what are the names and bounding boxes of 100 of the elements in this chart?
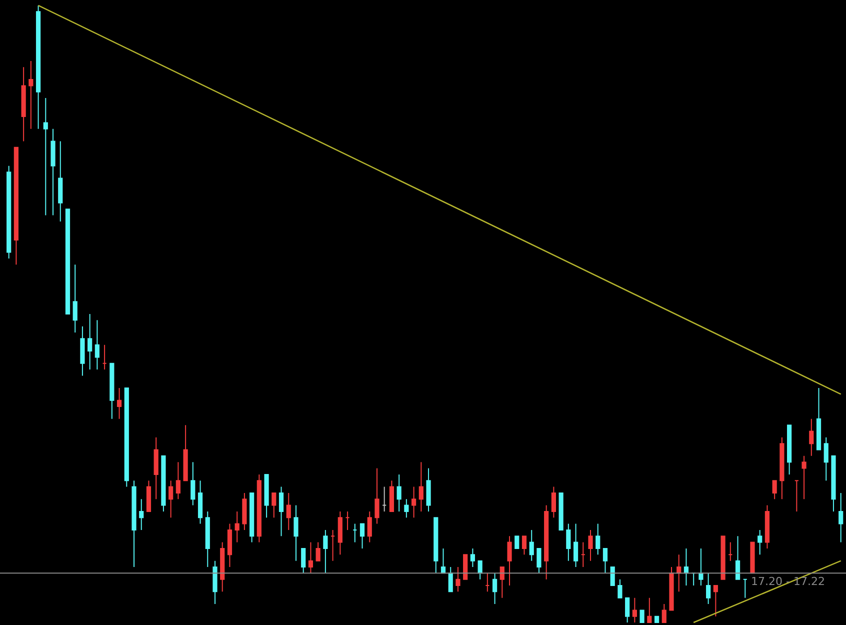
- candlestick: [647, 597, 652, 624]
- candlestick: [551, 486, 556, 518]
- candlestick: [352, 523, 358, 543]
- candlestick: [316, 542, 320, 562]
- candlestick: [780, 436, 784, 500]
- candlestick: [544, 504, 549, 580]
- candlestick: [183, 424, 188, 482]
- candlestick: [588, 529, 593, 562]
- candlestick: [161, 455, 166, 512]
- candlestick: [168, 480, 174, 518]
- candlestick: [374, 468, 380, 524]
- candlestick: [713, 585, 718, 617]
- candlestick: [382, 486, 387, 512]
- candlestick: [301, 548, 306, 574]
- candlestick: [124, 388, 129, 488]
- candlestick: [176, 462, 180, 500]
- candlestick: [787, 424, 792, 475]
- candlestick: [65, 208, 70, 314]
- candlestick: [139, 498, 144, 530]
- candlestick: [345, 510, 350, 530]
- candlestick: [6, 165, 12, 259]
- candlestick: [809, 418, 814, 456]
- candlestick: [272, 492, 276, 518]
- candlestick: [234, 510, 240, 543]
- candlestick: [662, 604, 666, 624]
- candlestick: [50, 128, 56, 216]
- candlestick: [764, 504, 770, 549]
- candlestick: [242, 492, 247, 530]
- candlestick: [750, 542, 755, 574]
- candlestick: [735, 536, 740, 580]
- candlestick: [522, 536, 527, 556]
- candlestick: [507, 536, 512, 586]
- candlestick: [88, 314, 92, 370]
- candlestick: [824, 436, 828, 482]
- candlestick: [28, 60, 34, 130]
- candlestick: [463, 554, 468, 580]
- candlestick: [404, 498, 409, 518]
- candlestick: [478, 560, 482, 580]
- candlestick: [146, 480, 152, 512]
- candlestick: [250, 492, 254, 543]
- candlestick: [684, 548, 689, 586]
- candlestick: [514, 536, 520, 549]
- candlestick: [367, 510, 372, 543]
- candlestick: [492, 572, 498, 605]
- candlestick: [758, 529, 762, 556]
- candlestick: [338, 510, 342, 556]
- candlestick: [21, 66, 26, 142]
- candlestick: [330, 529, 336, 562]
- candlestick: [485, 572, 490, 592]
- candlestick: [440, 548, 446, 574]
- candlestick: [286, 492, 291, 530]
- candlestick: [742, 578, 748, 598]
- candlestick: [205, 510, 210, 568]
- candlestick: [72, 264, 78, 334]
- candlestick: [566, 523, 571, 562]
- candlestick: [434, 517, 438, 574]
- candlestick: [669, 566, 674, 611]
- candlestick: [632, 597, 637, 624]
- candlestick: [190, 462, 196, 506]
- candlestick: [500, 566, 504, 598]
- candlestick: [654, 616, 660, 624]
- candlestick: [573, 523, 578, 568]
- candlestick: [278, 486, 284, 537]
- candlestick: [212, 560, 218, 605]
- candlestick: [720, 536, 726, 580]
- candlestick: [418, 462, 424, 512]
- candlestick: [536, 548, 542, 574]
- candlestick: [198, 480, 203, 524]
- candlestick: [256, 474, 262, 543]
- candlestick: [640, 610, 644, 624]
- candlestick: [838, 492, 844, 543]
- candlestick: [816, 388, 822, 450]
- candlestick: [411, 486, 416, 518]
- candlestick: [220, 542, 225, 592]
- candlestick: [706, 572, 711, 605]
- candlestick: [43, 98, 48, 216]
- candlestick: [102, 344, 107, 370]
- candlestick: [227, 523, 232, 568]
- candlestick: [389, 480, 394, 512]
- candlestick: [323, 529, 328, 574]
- candlestick: [132, 480, 136, 568]
- candlestick: [728, 542, 733, 562]
- candlestick: [772, 480, 777, 500]
- candlestick: [529, 529, 534, 562]
- candlestick: [14, 146, 18, 266]
- candlestick: [264, 474, 269, 518]
- candlestick: [456, 566, 460, 592]
- candlestick: [618, 578, 622, 598]
- candlestick: [831, 455, 836, 512]
- candlestick: [802, 455, 806, 500]
- candlestick: [396, 474, 402, 512]
- candlestick: [470, 548, 475, 568]
- candlestick: [602, 548, 608, 574]
- candlestick: [36, 4, 41, 130]
- candlestick: [448, 566, 453, 592]
- candlestick: [308, 542, 314, 574]
- candlestick: [596, 523, 600, 556]
- candlestick: [154, 436, 158, 500]
- candlestick: [698, 548, 704, 586]
- candlestick: [94, 320, 100, 370]
